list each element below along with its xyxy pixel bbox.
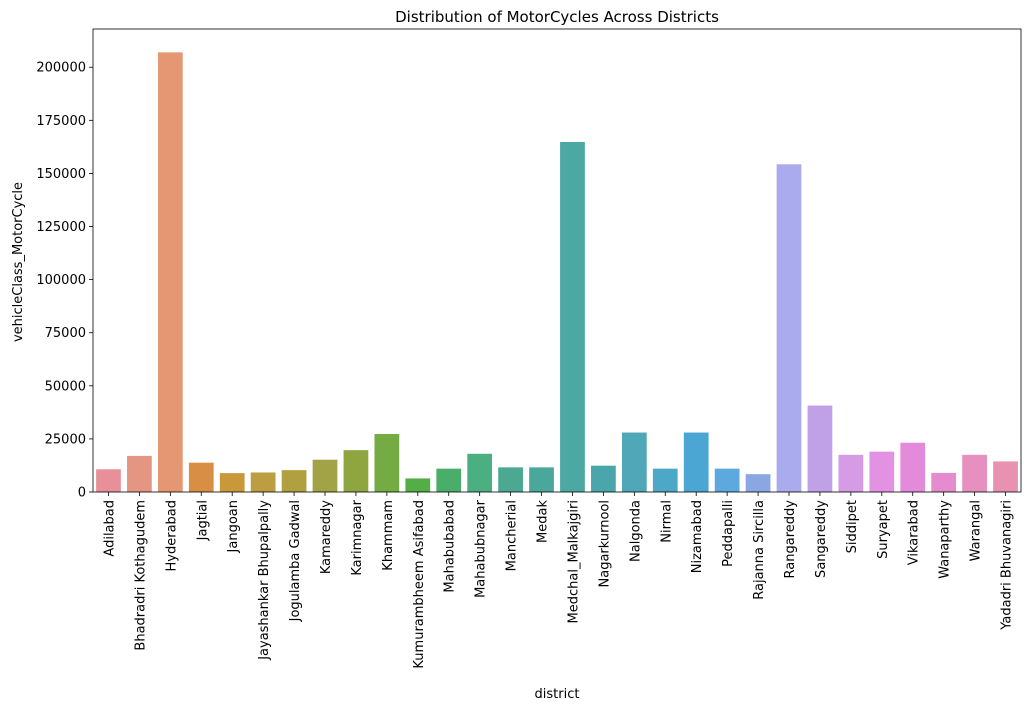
bar-rajanna-sircilla xyxy=(746,474,771,492)
bar-kumurambheem-asifabad xyxy=(405,478,430,492)
x-tick-label: Rangareddy xyxy=(783,500,798,579)
bar-wanaparthy xyxy=(931,473,956,492)
bar-jogulamba-gadwal xyxy=(282,470,307,492)
chart-title: Distribution of MotorCycles Across Distr… xyxy=(395,8,719,26)
x-tick-label: Kamareddy xyxy=(319,500,334,574)
y-tick-label: 100000 xyxy=(36,273,86,288)
x-tick-label: Medchal_Malkajgiri xyxy=(566,500,581,623)
x-tick-label: Adilabad xyxy=(102,500,117,557)
bar-jayashankar-bhupalpally xyxy=(251,472,276,492)
x-tick-label: Warangal xyxy=(969,500,984,561)
bar-nizamabad xyxy=(684,433,709,492)
bar-nirmal xyxy=(653,469,678,492)
x-tick-label: Nalgonda xyxy=(628,500,643,562)
x-tick-label: Vikarabad xyxy=(907,500,922,565)
bar-khammam xyxy=(374,434,399,492)
x-tick-label: Wanaparthy xyxy=(938,500,953,579)
bar-mahabubnagar xyxy=(467,454,492,492)
y-tick-label: 0 xyxy=(78,486,86,501)
x-tick-label: Nirmal xyxy=(659,500,674,543)
bar-karimnagar xyxy=(344,450,369,492)
x-tick-label: Sangareddy xyxy=(814,500,829,578)
x-tick-label: Jagtial xyxy=(195,500,210,541)
x-tick-label: Jangoan xyxy=(226,500,241,553)
y-axis-title: vehicleClass_MotorCycle xyxy=(11,182,26,342)
y-tick-label: 25000 xyxy=(45,432,86,447)
bars xyxy=(96,52,1018,492)
bar-kamareddy xyxy=(313,460,338,492)
x-tick-label: Nagarkurnool xyxy=(597,500,612,588)
y-tick-label: 175000 xyxy=(36,114,86,129)
bar-suryapet xyxy=(869,452,894,492)
x-tick-label: Nizamabad xyxy=(690,500,705,573)
x-tick-label: Karimnagar xyxy=(350,499,365,575)
y-tick-label: 75000 xyxy=(45,326,86,341)
x-axis: Adilabad Bhadradri Kothagudem Hyderabad Jag… xyxy=(102,492,1014,669)
x-tick-label: Rajanna Sircilla xyxy=(752,500,767,600)
x-tick-label: Jogulamba Gadwal xyxy=(288,500,303,622)
bar-nagarkurnool xyxy=(591,466,616,492)
bar-medak xyxy=(529,467,554,492)
x-tick-label: Yadadri Bhuvanagiri xyxy=(1000,500,1015,631)
bar-hyderabad xyxy=(158,52,183,492)
y-tick-label: 150000 xyxy=(36,167,86,182)
bar-bhadradri-kothagudem xyxy=(127,456,152,492)
x-tick-label: Suryapet xyxy=(876,500,891,559)
bar-jangoan xyxy=(220,473,245,492)
bar-yadadri-bhuvanagiri xyxy=(993,461,1018,492)
bar-adilabad xyxy=(96,469,121,492)
x-tick-label: Hyderabad xyxy=(164,500,179,572)
x-tick-label: Peddapalli xyxy=(721,500,736,567)
y-tick-label: 200000 xyxy=(36,61,86,76)
bar-nalgonda xyxy=(622,433,647,492)
bar-medchal-malkajgiri xyxy=(560,142,585,492)
bar-siddipet xyxy=(838,455,863,492)
bar-warangal xyxy=(962,455,987,492)
x-tick-label: Jayashankar Bhupalpally xyxy=(257,500,272,661)
x-tick-label: Kumurambheem Asifabad xyxy=(412,500,427,669)
bar-peddapalli xyxy=(715,469,740,492)
y-axis: 0 25000 50000 75000 100000 125000 150000 175000… xyxy=(36,61,93,501)
plot-frame xyxy=(93,29,1021,492)
bar-mancherial xyxy=(498,467,523,492)
bar-vikarabad xyxy=(900,443,925,492)
bar-mahabubabad xyxy=(436,469,461,492)
x-tick-label: Mahabubabad xyxy=(443,500,458,593)
y-tick-label: 50000 xyxy=(45,379,86,394)
bar-rangareddy xyxy=(777,164,802,492)
x-tick-label: Mahabubnagar xyxy=(474,499,489,598)
x-tick-label: Mancherial xyxy=(505,500,520,571)
x-tick-label: Siddipet xyxy=(845,500,860,553)
x-tick-label: Bhadradri Kothagudem xyxy=(133,500,148,651)
x-tick-label: Khammam xyxy=(381,500,396,571)
x-tick-label: Medak xyxy=(536,500,551,543)
x-axis-title: district xyxy=(535,687,580,702)
y-tick-label: 125000 xyxy=(36,220,86,235)
bar-jagtial xyxy=(189,463,214,492)
bar-sangareddy xyxy=(808,406,833,492)
